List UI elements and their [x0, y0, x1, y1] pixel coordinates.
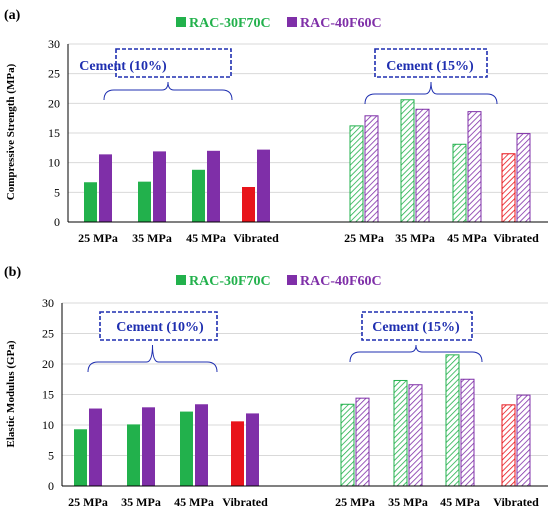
y-tick-label: 30: [42, 296, 54, 310]
bar-rac30-hatched: [340, 403, 355, 487]
panel-label: (b): [4, 265, 21, 280]
legend-label-rac30: RAC-30F70C: [189, 16, 271, 31]
bar-rac30-hatched: [349, 125, 364, 223]
bar-vibrated-hatched: [501, 153, 516, 223]
bar-rac30-hatched: [400, 99, 415, 223]
y-tick-label: 10: [48, 156, 60, 170]
bar-rac40-solid: [153, 151, 166, 222]
y-axis-title: Compressive Strength (MPa): [5, 63, 17, 200]
annotation-bracket: [349, 344, 483, 363]
annotation-bracket: [364, 81, 498, 105]
bar-rac40-solid: [142, 407, 155, 486]
y-tick-label: 20: [42, 357, 54, 371]
bar-rac30-solid: [180, 411, 193, 486]
annotation-box: [99, 311, 218, 341]
annotation-cement-10: Cement (10%): [116, 320, 204, 335]
x-category-label: Vibrated: [233, 231, 279, 245]
annotation-box: [374, 48, 488, 78]
bar-vibrated-solid: [231, 421, 244, 486]
bar-rac40-hatched: [460, 378, 475, 487]
x-category-label: 45 MPa: [440, 495, 480, 509]
y-tick-label: 0: [48, 479, 54, 493]
bar-rac40-solid: [257, 149, 270, 222]
bar-rac30-solid: [138, 181, 151, 222]
x-category-label: Vibrated: [222, 495, 268, 509]
y-tick-label: 0: [54, 215, 60, 229]
annotation-cement-15: Cement (15%): [386, 59, 474, 74]
bar-rac30-hatched: [445, 354, 460, 487]
bar-rac30-solid: [192, 169, 205, 222]
bar-rac30-solid: [127, 424, 140, 486]
bar-rac40-hatched: [516, 394, 531, 487]
bar-rac40-hatched: [516, 133, 531, 223]
x-category-label: 45 MPa: [447, 231, 487, 245]
panel-b: (b) RAC-30F70C RAC-40F60C Elastic Modulu…: [4, 265, 548, 509]
legend-swatch-rac40: [287, 275, 297, 285]
bar-rac40-solid: [99, 154, 112, 222]
legend-label-rac40: RAC-40F60C: [300, 274, 382, 289]
annotation-cement-15: Cement (15%): [372, 320, 460, 335]
y-axis-title: Elastic Modulus (GPa): [5, 340, 17, 447]
panel-a: (a) RAC-30F70C RAC-40F60C Compressive St…: [4, 8, 548, 245]
annotation-box: [115, 48, 232, 78]
legend-label-rac30: RAC-30F70C: [189, 274, 271, 289]
y-tick-label: 20: [48, 96, 60, 110]
x-category-label: 45 MPa: [174, 495, 214, 509]
y-tick-label: 5: [48, 449, 54, 463]
x-category-label: 25 MPa: [335, 495, 375, 509]
bar-rac40-solid: [89, 408, 102, 486]
annotation-bracket: [87, 344, 218, 373]
x-category-label: Vibrated: [493, 231, 539, 245]
x-category-label: Vibrated: [493, 495, 539, 509]
bar-rac40-hatched: [355, 397, 370, 487]
legend-swatch-rac30: [176, 17, 186, 27]
bar-rac40-hatched: [415, 108, 430, 223]
x-category-label: 35 MPa: [388, 495, 428, 509]
x-category-label: 35 MPa: [132, 231, 172, 245]
bar-rac40-solid: [195, 404, 208, 486]
bar-rac30-hatched: [452, 143, 467, 223]
bar-rac30-solid: [84, 182, 97, 222]
x-category-label: 25 MPa: [78, 231, 118, 245]
y-tick-label: 15: [42, 388, 54, 402]
bar-rac40-solid: [207, 150, 220, 222]
y-tick-label: 30: [48, 37, 60, 51]
bar-rac40-hatched: [408, 384, 423, 487]
y-tick-label: 25: [42, 327, 54, 341]
panel-label: (a): [4, 8, 21, 23]
bar-vibrated-solid: [242, 186, 255, 222]
bar-rac40-hatched: [364, 115, 379, 223]
x-category-label: 25 MPa: [68, 495, 108, 509]
bar-rac40-hatched: [467, 111, 482, 223]
x-category-label: 25 MPa: [344, 231, 384, 245]
bar-rac30-hatched: [393, 379, 408, 487]
y-tick-label: 15: [48, 126, 60, 140]
annotation-box: [361, 311, 473, 341]
y-tick-label: 5: [54, 185, 60, 199]
legend-swatch-rac40: [287, 17, 297, 27]
bar-vibrated-hatched: [501, 404, 516, 487]
legend-label-rac40: RAC-40F60C: [300, 16, 382, 31]
bar-rac40-solid: [246, 413, 259, 486]
legend-swatch-rac30: [176, 275, 186, 285]
annotation-bracket: [103, 81, 233, 101]
x-category-label: 35 MPa: [121, 495, 161, 509]
y-tick-label: 25: [48, 67, 60, 81]
x-category-label: 45 MPa: [186, 231, 226, 245]
annotation-cement-10: Cement (10%): [79, 59, 167, 74]
y-tick-label: 10: [42, 418, 54, 432]
bar-rac30-solid: [74, 429, 87, 486]
x-category-label: 35 MPa: [395, 231, 435, 245]
